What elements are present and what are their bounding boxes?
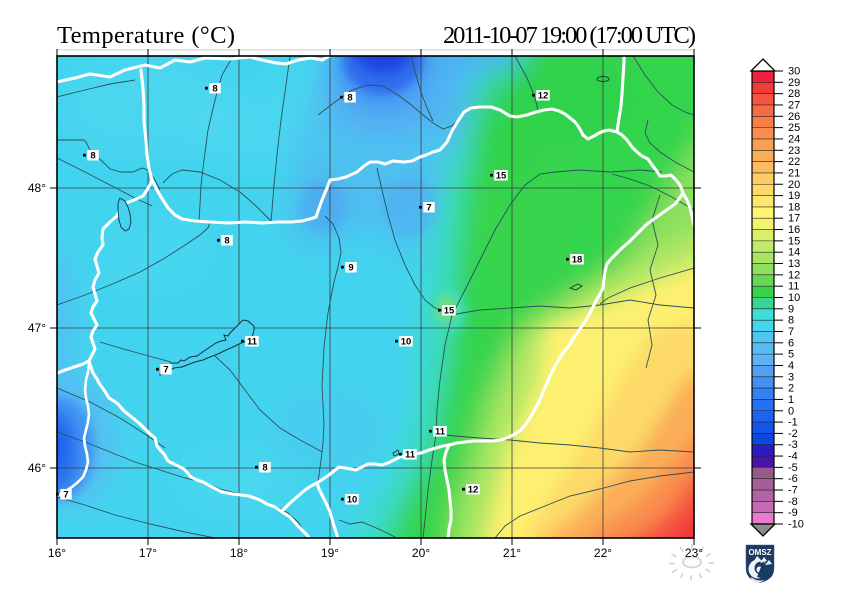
svg-text:11: 11 — [247, 337, 258, 348]
svg-text:8: 8 — [788, 315, 794, 327]
svg-text:15: 15 — [788, 235, 800, 247]
svg-text:16: 16 — [788, 224, 800, 236]
svg-text:4: 4 — [788, 360, 794, 372]
svg-text:11: 11 — [788, 281, 799, 293]
svg-text:25: 25 — [788, 122, 800, 134]
svg-text:27: 27 — [788, 99, 800, 111]
svg-text:-4: -4 — [788, 451, 798, 463]
svg-text:15: 15 — [496, 171, 507, 182]
svg-text:8: 8 — [90, 151, 95, 162]
svg-text:OMSZ: OMSZ — [748, 548, 771, 557]
svg-text:-2: -2 — [788, 428, 798, 440]
svg-text:11: 11 — [405, 450, 416, 461]
svg-text:2: 2 — [788, 383, 794, 395]
svg-text:9: 9 — [788, 303, 794, 315]
svg-text:9: 9 — [348, 263, 353, 274]
svg-text:26: 26 — [788, 111, 800, 123]
svg-text:2011-10-07 19:00 (17:00 UTC): 2011-10-07 19:00 (17:00 UTC) — [443, 22, 696, 49]
svg-text:16°: 16° — [48, 546, 66, 560]
svg-text:-3: -3 — [788, 439, 798, 451]
svg-text:7: 7 — [426, 203, 431, 214]
svg-text:22°: 22° — [594, 546, 612, 560]
svg-text:20°: 20° — [412, 546, 430, 560]
svg-text:47°: 47° — [28, 321, 46, 335]
svg-text:Temperature (°C): Temperature (°C) — [57, 22, 235, 49]
svg-text:17°: 17° — [139, 546, 157, 560]
svg-text:18°: 18° — [230, 546, 248, 560]
svg-text:21°: 21° — [503, 546, 521, 560]
svg-text:23: 23 — [788, 145, 800, 157]
svg-text:24: 24 — [788, 133, 800, 145]
svg-text:8: 8 — [347, 93, 352, 104]
svg-text:7: 7 — [788, 326, 794, 338]
svg-text:15: 15 — [444, 306, 455, 317]
svg-text:1: 1 — [788, 394, 794, 406]
svg-text:10: 10 — [347, 495, 358, 506]
svg-text:8: 8 — [224, 236, 229, 247]
svg-text:12: 12 — [468, 485, 479, 496]
svg-text:7: 7 — [63, 490, 68, 501]
svg-text:19°: 19° — [321, 546, 339, 560]
svg-text:6: 6 — [788, 337, 794, 349]
svg-text:13: 13 — [788, 258, 800, 270]
svg-text:29: 29 — [788, 77, 800, 89]
svg-text:-9: -9 — [788, 507, 798, 519]
svg-text:46°: 46° — [28, 461, 46, 475]
svg-text:11: 11 — [435, 427, 446, 438]
svg-text:28: 28 — [788, 88, 800, 100]
svg-text:-6: -6 — [788, 473, 798, 485]
svg-text:12: 12 — [788, 269, 800, 281]
svg-text:19: 19 — [788, 190, 800, 202]
svg-text:17: 17 — [788, 213, 800, 225]
svg-text:8: 8 — [212, 84, 217, 95]
svg-text:5: 5 — [788, 349, 794, 361]
svg-text:14: 14 — [788, 247, 800, 259]
svg-text:21: 21 — [788, 167, 800, 179]
svg-text:-1: -1 — [788, 417, 798, 429]
svg-text:23°: 23° — [685, 546, 703, 560]
svg-text:-10: -10 — [788, 519, 804, 531]
svg-text:22: 22 — [788, 156, 800, 168]
svg-text:20: 20 — [788, 179, 800, 191]
svg-text:-5: -5 — [788, 462, 798, 474]
svg-text:3: 3 — [788, 371, 794, 383]
svg-text:7: 7 — [163, 365, 168, 376]
svg-text:10: 10 — [788, 292, 800, 304]
svg-text:12: 12 — [538, 91, 549, 102]
svg-text:8: 8 — [262, 463, 267, 474]
svg-text:18: 18 — [572, 255, 583, 266]
svg-text:10: 10 — [401, 337, 412, 348]
svg-text:30: 30 — [788, 66, 800, 78]
svg-text:18: 18 — [788, 201, 800, 213]
svg-text:-7: -7 — [788, 485, 798, 497]
svg-text:48°: 48° — [28, 181, 46, 195]
svg-text:-8: -8 — [788, 496, 798, 508]
svg-text:0: 0 — [788, 405, 794, 417]
